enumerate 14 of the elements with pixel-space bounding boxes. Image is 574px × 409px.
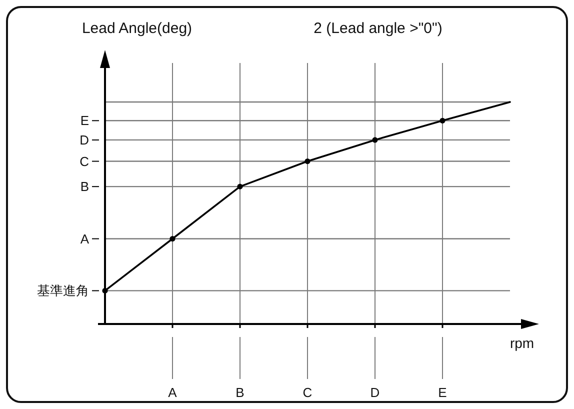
x-tick-label: C: [302, 385, 312, 400]
ref-line-label: E: [80, 113, 90, 128]
chart-title: 2 (Lead angle >"0"): [314, 20, 442, 37]
ref-line-label: C: [80, 154, 89, 169]
x-tick-label: A: [168, 385, 178, 400]
x-axis-title: rpm: [510, 335, 534, 351]
x-tick-label: D: [370, 385, 380, 400]
ref-line-label: B: [80, 179, 89, 194]
ref-line-label: D: [80, 132, 89, 148]
ref-line-label: 基準進角: [37, 283, 89, 298]
x-tick-label: B: [236, 385, 244, 400]
ref-line-label: A: [80, 231, 90, 246]
x-tick-label: E: [438, 385, 448, 400]
y-axis-title: Lead Angle(deg): [82, 20, 192, 37]
